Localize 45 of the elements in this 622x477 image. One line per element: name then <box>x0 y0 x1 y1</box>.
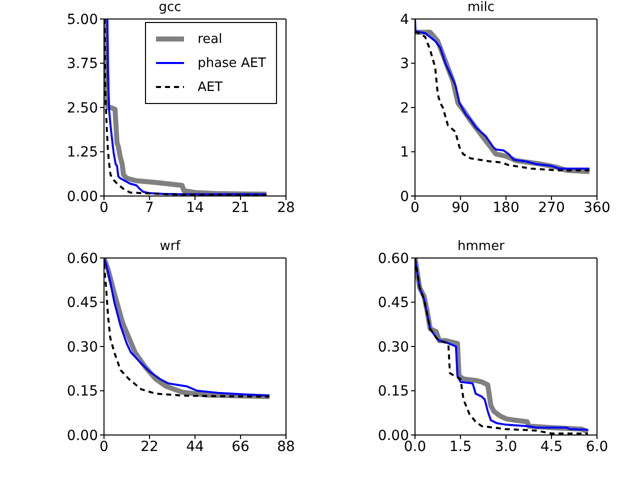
y-tick-label: 1 <box>400 144 409 161</box>
x-tick-label: 7 <box>145 200 154 216</box>
y-tick-label: 0.60 <box>66 250 98 266</box>
y-tick-label: 0.00 <box>66 188 98 205</box>
x-tick-label: 0 <box>410 200 420 216</box>
y-tick-label: 0.15 <box>66 383 98 400</box>
x-tick-label: 88 <box>277 438 295 454</box>
y-tick-label: 0.60 <box>378 250 409 266</box>
y-tick-label: 0.45 <box>66 294 98 311</box>
y-tick-label: 0 <box>400 188 409 205</box>
chart-title: gcc <box>158 0 182 15</box>
chart-title: wrf <box>160 238 180 254</box>
chart-title: hmmer <box>458 238 504 254</box>
chart-title: milc <box>467 0 495 15</box>
x-tick-label: 180 <box>492 200 520 216</box>
legend-label: AET <box>198 80 223 94</box>
y-tick-label: 0.30 <box>66 338 98 355</box>
y-tick-label: 5.00 <box>66 12 98 28</box>
x-tick-label: 270 <box>538 200 565 216</box>
x-tick-label: 14 <box>186 200 204 216</box>
y-tick-label: 0.00 <box>66 427 98 444</box>
y-tick-label: 2 <box>400 100 409 116</box>
x-tick-label: 90 <box>452 200 470 216</box>
x-tick-label: 22 <box>140 438 158 454</box>
y-tick-label: 0.15 <box>378 383 409 400</box>
x-tick-label: 1.5 <box>449 438 472 454</box>
x-tick-label: 3.0 <box>494 438 518 454</box>
x-tick-label: 4.5 <box>540 438 563 454</box>
x-tick-label: 0 <box>100 438 108 454</box>
y-tick-label: 3.75 <box>66 56 98 72</box>
y-tick-label: 4 <box>400 12 410 28</box>
y-tick-label: 0.30 <box>378 338 409 355</box>
legend-label: phase AET <box>198 56 266 70</box>
x-tick-label: 21 <box>232 200 250 216</box>
x-tick-label: 44 <box>186 438 204 454</box>
y-tick-label: 0.45 <box>378 294 409 311</box>
x-tick-label: 66 <box>232 438 250 454</box>
x-tick-label: 360 <box>584 200 610 216</box>
y-tick-label: 1.25 <box>66 144 98 161</box>
x-tick-label: 6.0 <box>586 438 608 454</box>
legend-label: real <box>198 32 222 46</box>
y-tick-label: 3 <box>400 56 409 72</box>
y-tick-label: 2.50 <box>66 100 98 116</box>
x-tick-label: 28 <box>277 200 295 216</box>
x-tick-label: 0 <box>100 200 108 216</box>
